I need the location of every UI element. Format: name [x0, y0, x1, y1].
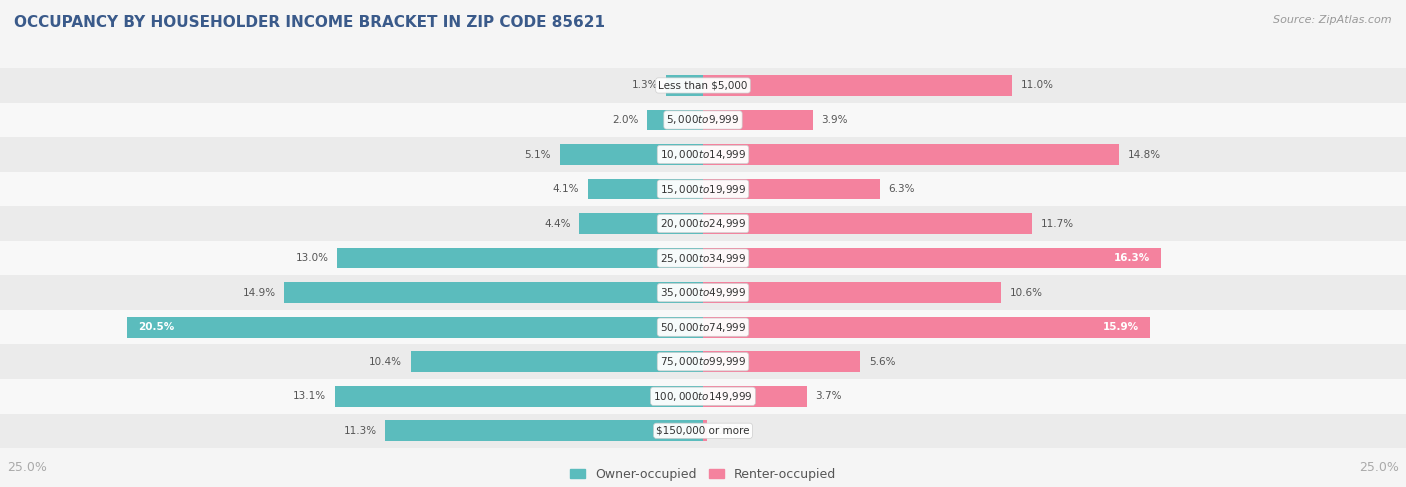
Bar: [588, 179, 703, 199]
Bar: [0, 310, 1406, 344]
Text: 4.1%: 4.1%: [553, 184, 579, 194]
Bar: [0, 206, 1406, 241]
Text: OCCUPANCY BY HOUSEHOLDER INCOME BRACKET IN ZIP CODE 85621: OCCUPANCY BY HOUSEHOLDER INCOME BRACKET …: [14, 15, 605, 30]
Text: $100,000 to $149,999: $100,000 to $149,999: [654, 390, 752, 403]
Text: $35,000 to $49,999: $35,000 to $49,999: [659, 286, 747, 299]
Bar: [703, 110, 813, 131]
Bar: [579, 213, 703, 234]
Bar: [411, 351, 703, 372]
Text: Less than $5,000: Less than $5,000: [658, 80, 748, 91]
Bar: [0, 137, 1406, 172]
Bar: [0, 172, 1406, 206]
Bar: [385, 420, 703, 441]
Text: 25.0%: 25.0%: [7, 461, 46, 474]
Text: $50,000 to $74,999: $50,000 to $74,999: [659, 320, 747, 334]
Bar: [647, 110, 703, 131]
Bar: [560, 144, 703, 165]
Text: 2.0%: 2.0%: [612, 115, 638, 125]
Bar: [703, 317, 1150, 337]
Bar: [0, 344, 1406, 379]
Bar: [284, 282, 703, 303]
Text: 6.3%: 6.3%: [889, 184, 915, 194]
Text: 3.9%: 3.9%: [821, 115, 848, 125]
Text: 3.7%: 3.7%: [815, 391, 842, 401]
Text: $10,000 to $14,999: $10,000 to $14,999: [659, 148, 747, 161]
Text: 20.5%: 20.5%: [138, 322, 174, 332]
Bar: [666, 75, 703, 96]
Text: 13.1%: 13.1%: [292, 391, 326, 401]
Text: 11.0%: 11.0%: [1021, 80, 1053, 91]
Bar: [337, 248, 703, 268]
Text: 25.0%: 25.0%: [1360, 461, 1399, 474]
Text: $25,000 to $34,999: $25,000 to $34,999: [659, 252, 747, 264]
Text: 14.8%: 14.8%: [1128, 150, 1161, 160]
Text: 11.3%: 11.3%: [343, 426, 377, 436]
Text: 13.0%: 13.0%: [297, 253, 329, 263]
Bar: [127, 317, 703, 337]
Text: 1.3%: 1.3%: [631, 80, 658, 91]
Bar: [335, 386, 703, 407]
Text: $75,000 to $99,999: $75,000 to $99,999: [659, 355, 747, 368]
Bar: [703, 351, 860, 372]
Text: 10.4%: 10.4%: [370, 356, 402, 367]
Bar: [703, 248, 1161, 268]
Bar: [703, 282, 1001, 303]
Bar: [703, 144, 1119, 165]
Text: $150,000 or more: $150,000 or more: [657, 426, 749, 436]
Bar: [703, 213, 1032, 234]
Text: $20,000 to $24,999: $20,000 to $24,999: [659, 217, 747, 230]
Text: 16.3%: 16.3%: [1114, 253, 1150, 263]
Bar: [0, 379, 1406, 413]
Bar: [703, 386, 807, 407]
Text: 15.9%: 15.9%: [1102, 322, 1139, 332]
Bar: [0, 68, 1406, 103]
Bar: [0, 241, 1406, 275]
Text: $5,000 to $9,999: $5,000 to $9,999: [666, 113, 740, 127]
Text: 14.9%: 14.9%: [242, 288, 276, 298]
Bar: [703, 75, 1012, 96]
Text: 5.1%: 5.1%: [524, 150, 551, 160]
Text: 4.4%: 4.4%: [544, 219, 571, 228]
Text: 11.7%: 11.7%: [1040, 219, 1074, 228]
Text: 10.6%: 10.6%: [1010, 288, 1042, 298]
Bar: [0, 275, 1406, 310]
Text: 0.16%: 0.16%: [716, 426, 749, 436]
Bar: [0, 103, 1406, 137]
Legend: Owner-occupied, Renter-occupied: Owner-occupied, Renter-occupied: [569, 468, 837, 481]
Text: Source: ZipAtlas.com: Source: ZipAtlas.com: [1274, 15, 1392, 25]
Text: 5.6%: 5.6%: [869, 356, 896, 367]
Bar: [703, 179, 880, 199]
Bar: [0, 413, 1406, 448]
Text: $15,000 to $19,999: $15,000 to $19,999: [659, 183, 747, 196]
Bar: [703, 420, 707, 441]
